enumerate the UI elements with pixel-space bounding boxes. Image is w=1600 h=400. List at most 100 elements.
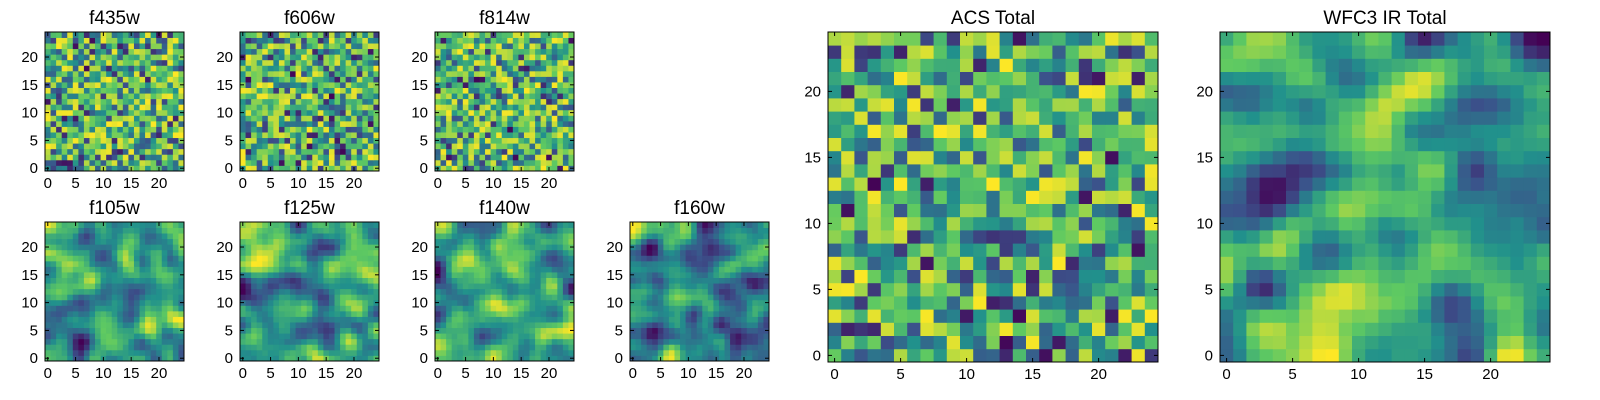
- heatmap-cell: [546, 233, 553, 240]
- heatmap-cell: [557, 238, 564, 245]
- heatmap-cell: [284, 159, 291, 166]
- heatmap-cell: [1144, 282, 1159, 297]
- heatmap-cell: [707, 238, 714, 245]
- heatmap-cell: [67, 32, 74, 38]
- heatmap-cell: [150, 143, 157, 150]
- y-tick-label: 0: [615, 350, 623, 367]
- heatmap-cell: [680, 288, 686, 295]
- heatmap-cell: [1065, 296, 1080, 310]
- heatmap-cell: [512, 299, 519, 306]
- heatmap-cell: [290, 344, 296, 351]
- heatmap-cell: [328, 310, 335, 317]
- heatmap-cell: [507, 272, 514, 278]
- heatmap-cell: [67, 115, 74, 122]
- heatmap-cell: [730, 277, 737, 284]
- heatmap-cell: [562, 54, 569, 61]
- heatmap-cell: [540, 115, 547, 122]
- heatmap-cell: [178, 266, 185, 273]
- heatmap-cell: [50, 277, 57, 284]
- heatmap-cell: [106, 48, 113, 55]
- heatmap-cell: [362, 260, 369, 267]
- heatmap-cell: [546, 294, 553, 301]
- heatmap-cell: [551, 227, 558, 234]
- heatmap-cell: [100, 272, 107, 278]
- heatmap-cell: [111, 255, 118, 262]
- heatmap-cell: [630, 294, 636, 301]
- heatmap-cell: [50, 104, 57, 111]
- heatmap-cell: [117, 255, 124, 262]
- heatmap-cell: [133, 43, 140, 50]
- heatmap-cell: [630, 349, 636, 356]
- heatmap-cell: [551, 266, 558, 273]
- heatmap-cell: [880, 282, 895, 297]
- heatmap-cell: [295, 120, 302, 127]
- heatmap-cell: [301, 126, 308, 133]
- heatmap-cell: [133, 294, 140, 301]
- heatmap-cell: [245, 227, 252, 234]
- heatmap-cell: [284, 48, 291, 55]
- heatmap-cell: [323, 344, 330, 351]
- heatmap-cell: [557, 244, 564, 251]
- heatmap-cell: [501, 54, 508, 61]
- heatmap-cell: [746, 305, 753, 312]
- heatmap-cell: [551, 294, 558, 301]
- heatmap-cell: [67, 283, 74, 290]
- heatmap-cell: [1065, 348, 1080, 363]
- heatmap-cell: [473, 93, 480, 100]
- heatmap-cell: [340, 344, 347, 351]
- heatmap-cell: [1065, 164, 1080, 178]
- heatmap-cell: [251, 32, 258, 38]
- heatmap-cell: [290, 87, 296, 94]
- heatmap-cell: [100, 277, 107, 284]
- heatmap-cell: [328, 222, 335, 228]
- heatmap-cell: [691, 255, 698, 262]
- heatmap-cell: [501, 238, 508, 245]
- heatmap-cell: [435, 338, 441, 345]
- heatmap-cell: [156, 305, 163, 312]
- heatmap-cell: [446, 338, 453, 345]
- heatmap-cell: [340, 260, 347, 267]
- heatmap-cell: [1092, 282, 1106, 297]
- heatmap-cell: [122, 333, 129, 340]
- heatmap-cell: [334, 238, 341, 245]
- heatmap-cell: [435, 48, 441, 55]
- heatmap-cell: [440, 305, 447, 312]
- heatmap-cell: [479, 65, 486, 72]
- heatmap-cell: [562, 109, 569, 116]
- heatmap-cell: [367, 283, 374, 290]
- heatmap-cell: [1092, 190, 1106, 204]
- heatmap-cell: [156, 43, 163, 50]
- heatmap-cell: [61, 277, 68, 284]
- heatmap-cell: [133, 349, 140, 356]
- heatmap-cell: [867, 256, 882, 270]
- heatmap-cell: [256, 98, 263, 105]
- heatmap-cell: [362, 227, 369, 234]
- heatmap-cell: [334, 59, 341, 66]
- heatmap-cell: [568, 338, 575, 345]
- heatmap-cell: [128, 148, 135, 155]
- heatmap-cell: [696, 249, 703, 256]
- heatmap-cell: [89, 59, 96, 66]
- heatmap-cell: [356, 327, 363, 334]
- heatmap-cell: [67, 260, 74, 267]
- heatmap-cell: [540, 54, 547, 61]
- heatmap-cell: [172, 305, 179, 312]
- heatmap-cell: [546, 93, 553, 100]
- heatmap-cell: [557, 249, 564, 256]
- heatmap-cell: [139, 154, 146, 161]
- heatmap-cell: [95, 322, 101, 329]
- heatmap-cell: [854, 150, 868, 165]
- heatmap-cell: [317, 59, 324, 66]
- heatmap-cell: [72, 338, 79, 345]
- heatmap-cell: [507, 115, 514, 122]
- heatmap-cell: [161, 260, 168, 267]
- heatmap-cell: [150, 233, 157, 240]
- heatmap-cell: [67, 159, 74, 166]
- heatmap-cell: [946, 190, 961, 204]
- heatmap-cell: [290, 327, 296, 334]
- heatmap-cell: [117, 338, 124, 345]
- heatmap-cell: [156, 120, 163, 127]
- heatmap-cell: [128, 109, 135, 116]
- heatmap-cell: [356, 82, 363, 88]
- heatmap-cell: [139, 115, 146, 122]
